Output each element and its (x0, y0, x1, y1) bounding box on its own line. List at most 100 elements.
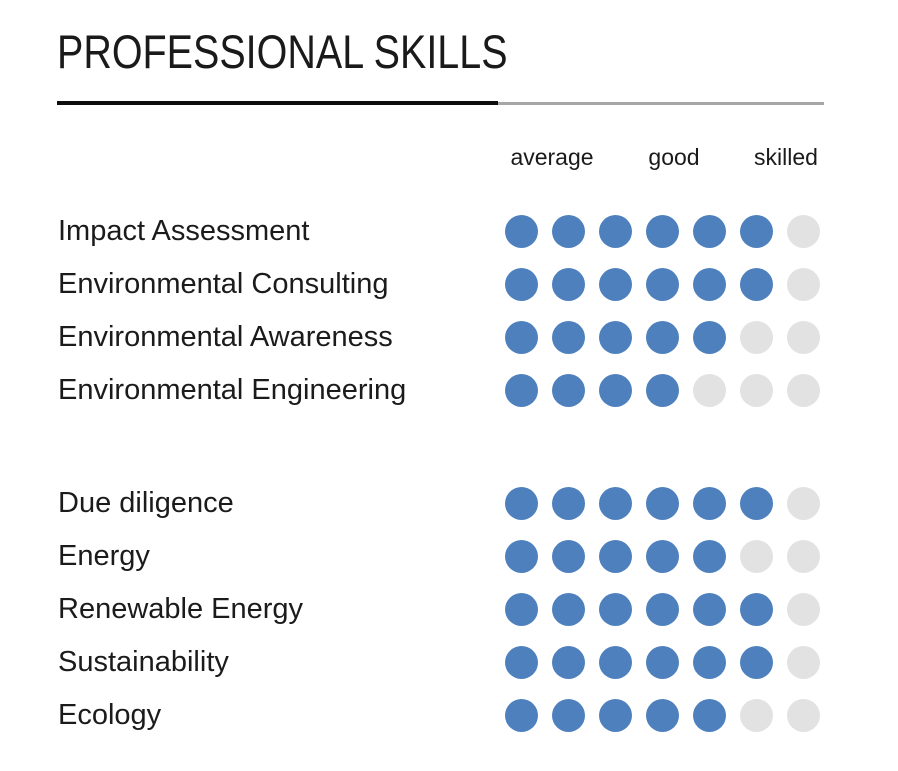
rating-dot-empty (787, 593, 820, 626)
rating-dots (505, 268, 820, 301)
rating-dot-filled (505, 540, 538, 573)
rating-dot-filled (505, 321, 538, 354)
rating-dot-filled (599, 374, 632, 407)
scale-label-average: average (510, 144, 594, 170)
rating-scale-header: average good skilled (0, 144, 898, 174)
skill-label: Environmental Consulting (58, 268, 389, 300)
rating-dot-empty (787, 321, 820, 354)
rating-dot-filled (505, 215, 538, 248)
rating-dot-filled (505, 646, 538, 679)
rating-dot-filled (646, 540, 679, 573)
rating-dot-filled (599, 215, 632, 248)
rating-dots (505, 487, 820, 520)
skill-label: Due diligence (58, 487, 234, 519)
rating-dot-empty (740, 374, 773, 407)
skill-row: Renewable Energy (0, 583, 898, 636)
rating-dot-filled (552, 593, 585, 626)
rating-dots (505, 215, 820, 248)
rating-dot-filled (693, 540, 726, 573)
rating-dot-filled (552, 268, 585, 301)
rating-dot-filled (646, 699, 679, 732)
rating-dot-filled (505, 699, 538, 732)
skill-row: Energy (0, 530, 898, 583)
scale-label-skilled: skilled (754, 144, 818, 170)
rating-dot-filled (552, 699, 585, 732)
skill-row: Environmental Awareness (0, 311, 898, 364)
skill-label: Impact Assessment (58, 215, 310, 247)
rating-dot-filled (552, 487, 585, 520)
rating-dots (505, 699, 820, 732)
rating-dot-filled (505, 374, 538, 407)
rating-dot-filled (552, 540, 585, 573)
rating-dot-filled (646, 487, 679, 520)
skill-label: Sustainability (58, 646, 229, 678)
rating-dot-empty (787, 540, 820, 573)
skill-group: Impact Assessment Environmental Consultin… (0, 205, 898, 417)
skill-label: Renewable Energy (58, 593, 304, 625)
rating-dot-filled (599, 321, 632, 354)
skill-group: Due diligence Energy Renewable Energy Susta… (0, 477, 898, 742)
rating-dot-filled (646, 268, 679, 301)
rating-dot-empty (740, 699, 773, 732)
rating-dot-filled (505, 268, 538, 301)
rating-dot-empty (787, 268, 820, 301)
rating-dots (505, 321, 820, 354)
divider-light-segment (498, 102, 824, 105)
rating-dot-filled (552, 321, 585, 354)
rating-dot-filled (693, 593, 726, 626)
rating-dot-empty (787, 215, 820, 248)
rating-dot-filled (740, 487, 773, 520)
rating-dots (505, 540, 820, 573)
rating-dot-filled (599, 540, 632, 573)
rating-dot-empty (693, 374, 726, 407)
divider-dark-segment (57, 101, 498, 105)
rating-dot-filled (740, 593, 773, 626)
rating-dot-filled (646, 646, 679, 679)
rating-dot-filled (599, 699, 632, 732)
rating-dots (505, 593, 820, 626)
rating-dot-filled (740, 268, 773, 301)
rating-dot-filled (693, 215, 726, 248)
rating-dot-empty (740, 321, 773, 354)
scale-label-good: good (648, 144, 700, 170)
rating-dot-filled (646, 321, 679, 354)
rating-dots (505, 374, 820, 407)
rating-dot-empty (787, 646, 820, 679)
rating-dot-filled (505, 487, 538, 520)
rating-dot-empty (740, 540, 773, 573)
page-title: PROFESSIONAL SKILLS (57, 25, 508, 78)
rating-dot-filled (693, 699, 726, 732)
skill-label: Environmental Awareness (58, 321, 393, 353)
rating-dot-filled (552, 215, 585, 248)
skill-row: Ecology (0, 689, 898, 742)
skill-label: Environmental Engineering (58, 374, 407, 406)
rating-dots (505, 646, 820, 679)
rating-dot-filled (552, 374, 585, 407)
skill-row: Sustainability (0, 636, 898, 689)
rating-dot-filled (693, 321, 726, 354)
rating-dot-empty (787, 699, 820, 732)
skill-row: Impact Assessment (0, 205, 898, 258)
skill-label: Energy (58, 540, 150, 572)
rating-dot-filled (646, 374, 679, 407)
rating-dot-filled (646, 215, 679, 248)
rating-dot-filled (693, 487, 726, 520)
rating-dot-filled (740, 646, 773, 679)
rating-dot-filled (693, 646, 726, 679)
rating-dot-filled (599, 593, 632, 626)
rating-dot-filled (599, 487, 632, 520)
skill-row: Environmental Engineering (0, 364, 898, 417)
rating-dot-filled (693, 268, 726, 301)
rating-dot-filled (505, 593, 538, 626)
skill-label: Ecology (58, 699, 162, 731)
rating-dot-empty (787, 487, 820, 520)
rating-dot-filled (599, 268, 632, 301)
rating-dot-filled (740, 215, 773, 248)
rating-dot-filled (552, 646, 585, 679)
rating-dot-filled (646, 593, 679, 626)
rating-dot-filled (599, 646, 632, 679)
skill-row: Environmental Consulting (0, 258, 898, 311)
skill-row: Due diligence (0, 477, 898, 530)
skills-chart: Impact Assessment Environmental Consultin… (0, 205, 898, 742)
